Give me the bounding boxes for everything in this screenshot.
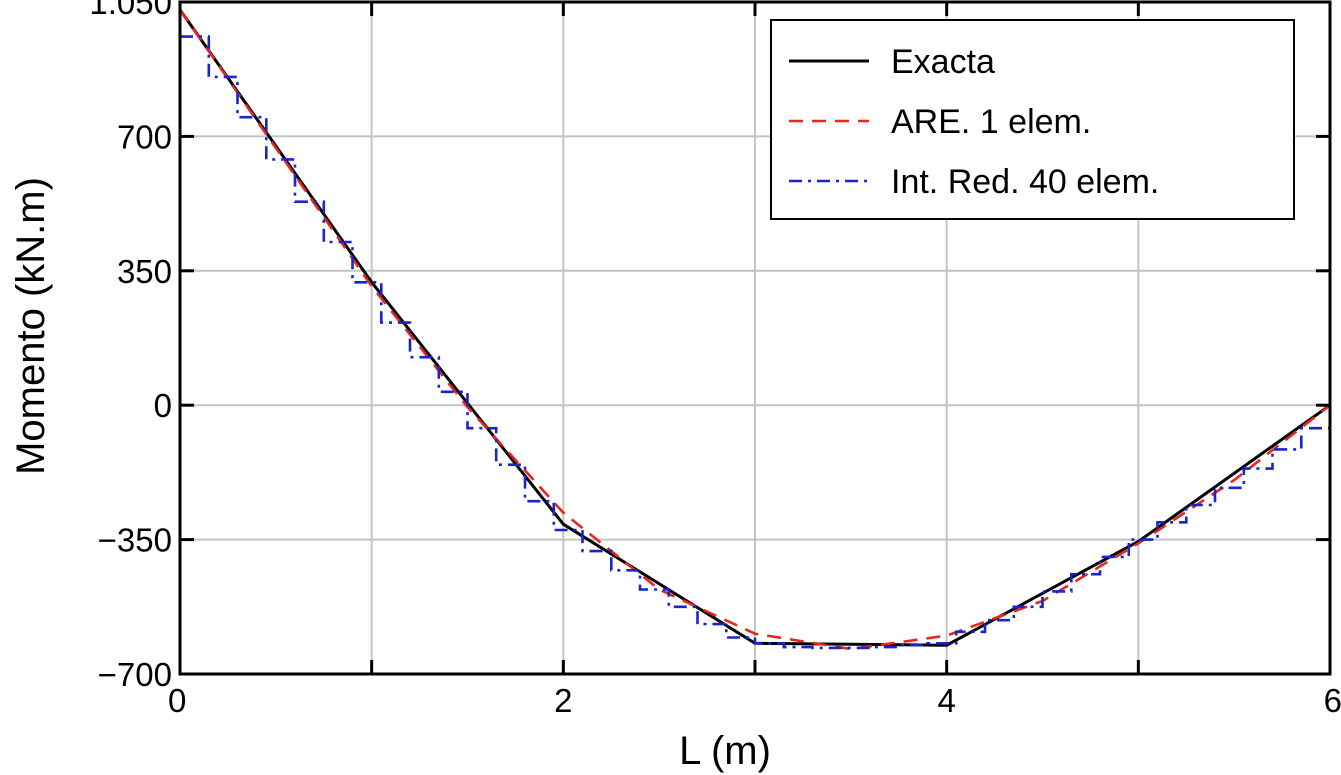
legend-label-are-1-elem: ARE. 1 elem. [891,103,1091,141]
y-tick-label-0: −700 [98,656,172,693]
x-tick-label-0: 0 [168,682,186,719]
y-tick-label-5: 1.050 [89,0,172,21]
x-tick-label-4: 4 [937,682,955,719]
series-int-red-40-elem [180,35,1332,650]
legend-label-exacta: Exacta [891,43,995,81]
y-tick-label-1: −350 [98,522,172,559]
y-tick-label-2: 0 [154,387,172,424]
legend-box [770,19,1295,220]
x-axis-title: L (m) [679,729,771,773]
x-tick-label-6: 6 [1324,682,1341,719]
x-tick-label-2: 2 [554,682,572,719]
legend: Exacta ARE. 1 elem. Int. Red. 40 elem. [770,19,1295,220]
series-layer [178,8,1332,651]
series-are-1-elem [178,8,1331,651]
y-tick-label-3: 350 [117,253,172,290]
tick-labels: 0 2 4 6 −700 −350 0 350 700 1.050 [89,0,1341,719]
legend-label-int-red-40-elem: Int. Red. 40 elem. [891,163,1159,201]
y-axis-title: Momento (kN.m) [9,177,53,475]
ticks [178,0,1332,676]
y-tick-label-4: 700 [117,118,172,155]
